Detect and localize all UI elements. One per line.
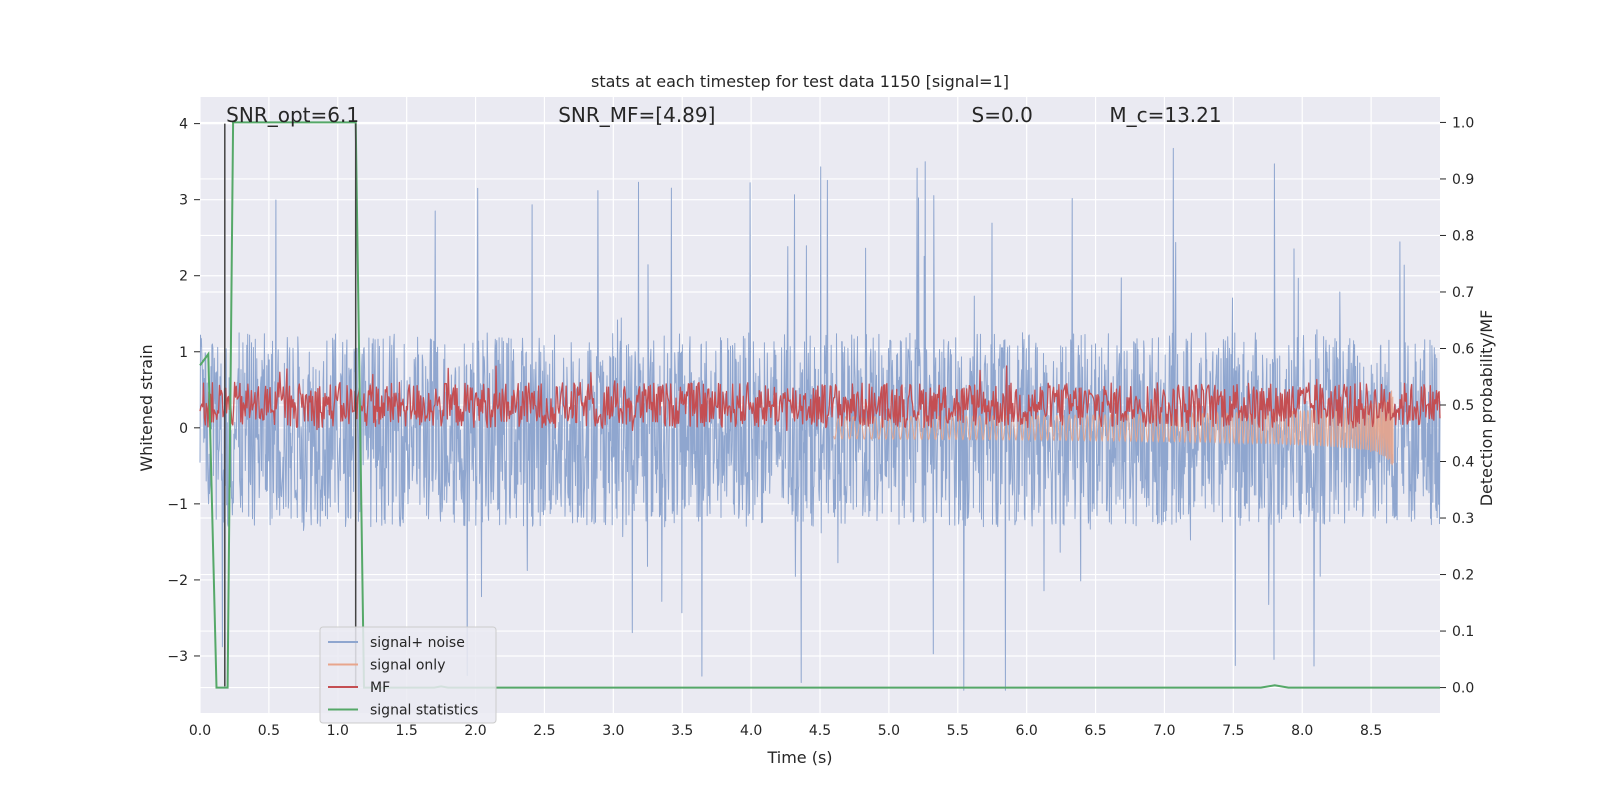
y-tick-label-right: 0.3 [1452, 511, 1474, 527]
axes: 0.0 0.5 1.0 1.5 2.0 2.5 3.0 3.5 4.0 4.5 5.0 5.5 6.0 6… [167, 115, 1474, 739]
y-tick-label-right: 0.1 [1452, 624, 1474, 640]
y-tick-label-left: −3 [167, 649, 188, 665]
chart-title: stats at each timestep for test data 115… [591, 72, 1009, 91]
y-tick-label-right: 0.5 [1452, 398, 1474, 414]
y-tick-label-right: 0.6 [1452, 341, 1474, 357]
x-tick-label: 8.5 [1360, 723, 1382, 739]
x-tick-label: 7.0 [1153, 723, 1175, 739]
y-axis-label-left: Whitened strain [137, 344, 156, 471]
x-tick-label: 1.0 [327, 723, 349, 739]
x-tick-label: 1.5 [396, 723, 418, 739]
series-line-mf [199, 365, 1441, 432]
legend-entry: signal+ noise [370, 635, 465, 651]
annotations: SNR_opt=6.1 SNR_MF=[4.89] S=0.0 M_c=13.21 [226, 103, 1221, 127]
series-line-signal-only [833, 390, 1394, 466]
y-tick-label-left: 3 [179, 193, 188, 209]
legend-entry: signal statistics [370, 703, 478, 719]
x-tick-label: 6.5 [1084, 723, 1106, 739]
x-tick-label: 7.5 [1222, 723, 1244, 739]
x-tick-label: 2.5 [533, 723, 555, 739]
annotation-text: SNR_opt=6.1 [226, 103, 359, 127]
y-tick-label-right: 0.4 [1452, 455, 1474, 471]
y-axis-label-right: Detection probability/MF [1477, 310, 1496, 507]
y-tick-label-left: −1 [167, 497, 188, 513]
x-tick-label: 4.0 [740, 723, 762, 739]
y-tick-label-right: 0.7 [1452, 285, 1474, 301]
annotation-text: SNR_MF=[4.89] [558, 103, 715, 127]
legend-box [319, 626, 497, 724]
y-tick-label-right: 1.0 [1452, 115, 1474, 131]
x-tick-label: 2.0 [464, 723, 486, 739]
legend: signal+ noise signal only MF signal statist… [319, 626, 497, 724]
x-axis-label: Time (s) [766, 748, 832, 767]
y-tick-label-right: 0.9 [1452, 172, 1474, 188]
x-tick-label: 8.0 [1291, 723, 1313, 739]
legend-entry: MF [370, 680, 390, 696]
y-tick-label-left: 0 [179, 421, 188, 437]
x-tick-label: 0.0 [189, 723, 211, 739]
y-tick-label-right: 0.0 [1452, 681, 1474, 697]
y-tick-label-right: 0.2 [1452, 568, 1474, 584]
y-tick-label-left: 2 [179, 269, 188, 285]
x-tick-label: 0.5 [258, 723, 280, 739]
annotation-text: S=0.0 [972, 103, 1033, 127]
x-tick-label: 4.5 [809, 723, 831, 739]
y-tick-label-left: −2 [167, 573, 188, 589]
x-tick-label: 5.0 [878, 723, 900, 739]
x-tick-label: 3.0 [602, 723, 624, 739]
marker-layer [224, 123, 357, 687]
annotation-text: M_c=13.21 [1109, 103, 1221, 127]
y-tick-label-left: 1 [179, 345, 188, 361]
y-tick-label-left: 4 [179, 117, 188, 133]
x-tick-label: 3.5 [671, 723, 693, 739]
y-tick-label-right: 0.8 [1452, 228, 1474, 244]
x-tick-label: 5.5 [947, 723, 969, 739]
legend-entry: signal only [370, 658, 445, 674]
x-tick-label: 6.0 [1016, 723, 1038, 739]
